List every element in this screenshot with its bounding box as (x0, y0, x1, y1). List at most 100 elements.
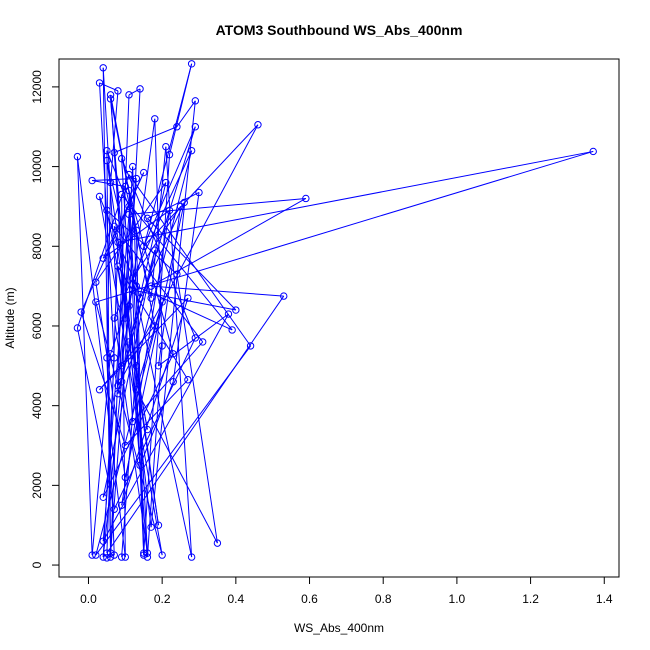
y-tick-label: 4000 (30, 392, 44, 419)
data-point (99, 254, 107, 262)
data-point (125, 170, 133, 179)
data-point (254, 121, 262, 129)
series-line-segment (95, 345, 251, 556)
series-line-segment (132, 278, 193, 558)
data-point (88, 176, 96, 185)
series-line-segment (95, 282, 126, 478)
data-point (140, 551, 148, 559)
series-line-segment (128, 190, 148, 554)
data-point (125, 202, 133, 211)
data-point (103, 156, 111, 165)
y-tick-label: 0 (30, 561, 44, 568)
y-axis: 0 2000 4000 6000 8000 10000 12000 (30, 70, 60, 568)
data-point (165, 206, 174, 215)
data-point (173, 123, 181, 131)
data-point (117, 501, 126, 509)
series-line-segment (117, 250, 156, 394)
series-line-segment (121, 194, 233, 331)
series-line-segment (132, 206, 181, 279)
series-line-segment (135, 301, 163, 390)
series-line-segment (147, 192, 200, 219)
data-point (132, 226, 141, 235)
series-line-segment (121, 158, 141, 466)
series-line-segment (121, 297, 189, 506)
data-point (106, 95, 115, 103)
series-line-segment (106, 210, 178, 275)
series-line-segment (121, 158, 196, 339)
data-point (117, 378, 126, 386)
series-line-segment (135, 389, 218, 544)
data-point (151, 322, 159, 330)
series-line-segment (80, 172, 145, 313)
x-tick-label: 0.8 (375, 592, 392, 606)
data-point (103, 554, 111, 562)
series-line-segment (76, 174, 130, 329)
data-point (198, 338, 207, 346)
series-line-segment (99, 196, 163, 556)
data-point (246, 342, 255, 350)
data-point (117, 362, 126, 370)
series-line-segment (117, 182, 167, 394)
series-line-segment (176, 100, 196, 128)
series-line-segment (102, 313, 229, 542)
data-point (73, 324, 82, 332)
series-line-segment (128, 341, 152, 528)
data-point (151, 246, 159, 254)
data-point (128, 162, 137, 171)
series-line-segment (124, 63, 193, 319)
data-point (103, 146, 111, 155)
data-point (99, 553, 107, 561)
x-tick-label: 1.0 (449, 592, 466, 606)
x-tick-label: 1.2 (522, 592, 539, 606)
x-axis: 0.0 0.2 0.4 0.6 0.8 1.0 1.2 1.4 (80, 576, 613, 606)
series-line-segment (102, 172, 145, 259)
data-point (92, 298, 100, 306)
data-point (114, 390, 122, 398)
series-line-segment (113, 226, 204, 343)
data-point (88, 551, 96, 559)
x-tick-label: 0.6 (301, 592, 318, 606)
data-point (117, 190, 126, 199)
data-point (191, 97, 200, 105)
data-point (114, 382, 122, 390)
series-line-segment (106, 150, 130, 207)
data-point (95, 192, 104, 201)
data-point (154, 521, 163, 529)
data-point (110, 314, 118, 322)
series-line-segment (76, 156, 93, 556)
data-point (92, 551, 100, 559)
series-line-segment (102, 381, 123, 558)
series-line-segment (113, 150, 193, 319)
series-line-segment (91, 353, 112, 556)
data-point (224, 310, 233, 318)
series-line-segment (172, 192, 200, 382)
data-point (121, 553, 130, 561)
data-point (158, 298, 166, 306)
data-point (132, 174, 141, 183)
data-point (158, 551, 166, 559)
series-line-segment (102, 210, 170, 259)
data-point (103, 549, 111, 557)
data-point (173, 270, 181, 278)
series-points (73, 60, 597, 562)
series-line-segment (110, 90, 119, 183)
data-point (232, 306, 240, 314)
data-point (151, 115, 159, 123)
data-point (143, 549, 152, 557)
data-point (103, 206, 111, 215)
data-point (95, 79, 104, 87)
y-tick-label: 12000 (30, 70, 44, 104)
data-point (147, 282, 155, 290)
x-tick-label: 1.4 (596, 592, 613, 606)
data-point (140, 168, 148, 177)
data-point (114, 87, 122, 95)
y-axis-label: Altitude (m) (3, 287, 17, 348)
data-point (143, 553, 152, 561)
series-line-segment (128, 88, 141, 96)
series-lines (76, 63, 594, 559)
series-line-segment (99, 297, 189, 391)
data-point (110, 505, 118, 513)
series-line-segment (92, 180, 126, 187)
series-line-segment (117, 150, 594, 243)
